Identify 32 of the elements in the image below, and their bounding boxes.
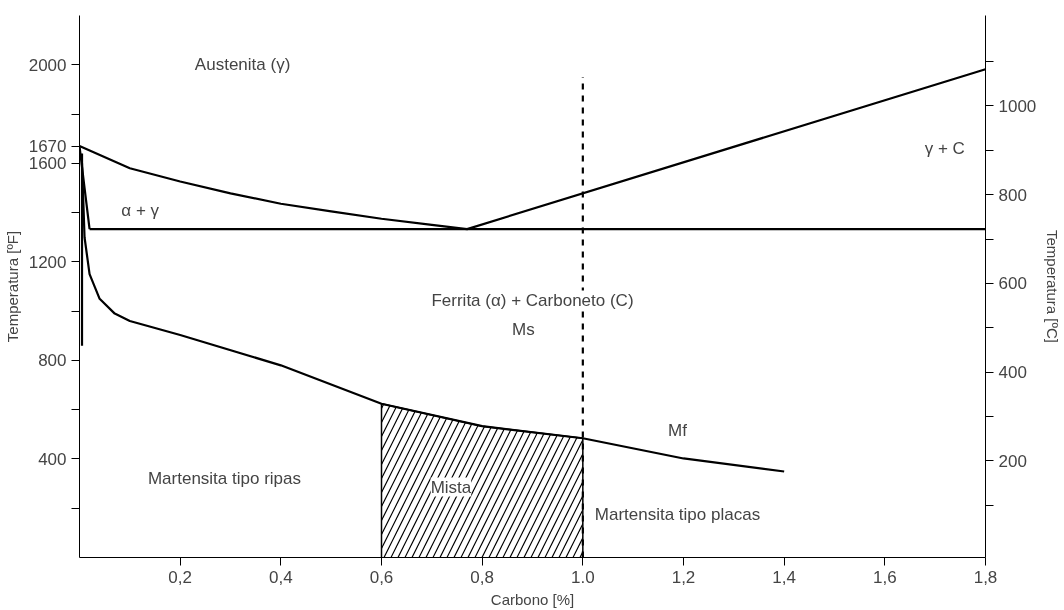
x-tick-label: 0,4 — [269, 567, 293, 587]
annotation: γ + C — [924, 138, 965, 158]
x-tick-label: 1,6 — [873, 567, 897, 587]
annotation: Mista — [430, 477, 472, 497]
x-tick-label: 0,8 — [470, 567, 494, 587]
x-tick-label: 1,4 — [772, 567, 796, 587]
y2-tick-label: 200 — [998, 451, 1027, 471]
y-tick-label: 1200 — [28, 252, 67, 272]
y-tick-label: 800 — [38, 351, 67, 371]
annotation: α + γ — [121, 201, 160, 221]
annotation: Martensita tipo ripas — [147, 469, 301, 489]
x-tick-label: 1,2 — [671, 567, 696, 587]
y2-tick-label: 800 — [998, 185, 1027, 205]
y-tick-label: 2000 — [28, 55, 67, 75]
x-tick-label: 1,8 — [973, 567, 998, 587]
y-tick-label: 1600 — [28, 154, 67, 174]
annotation: Ferrita (α) + Carboneto (C) — [431, 290, 634, 310]
annotation: Austenita (γ) — [194, 54, 291, 74]
annotation: Martensita tipo placas — [594, 504, 761, 524]
y2-tick-label: 600 — [998, 274, 1027, 294]
y2-tick-label: 400 — [998, 363, 1027, 383]
y2-tick-label: 1000 — [998, 96, 1037, 116]
annotation: Ms — [512, 320, 535, 340]
y2-axis-title: Temperatura [ºC] — [1044, 229, 1062, 344]
x-tick-label: 1.0 — [571, 567, 595, 587]
x-axis-title: Carbono [%] — [490, 590, 575, 608]
y-axis-title: Temperatura [ºF] — [3, 230, 21, 343]
x-tick-label: 0,6 — [369, 567, 394, 587]
y-tick-label: 1670 — [28, 137, 67, 157]
x-tick-label: 0,2 — [168, 567, 192, 587]
annotation: Mf — [668, 420, 688, 440]
y-tick-label: 400 — [38, 449, 67, 469]
